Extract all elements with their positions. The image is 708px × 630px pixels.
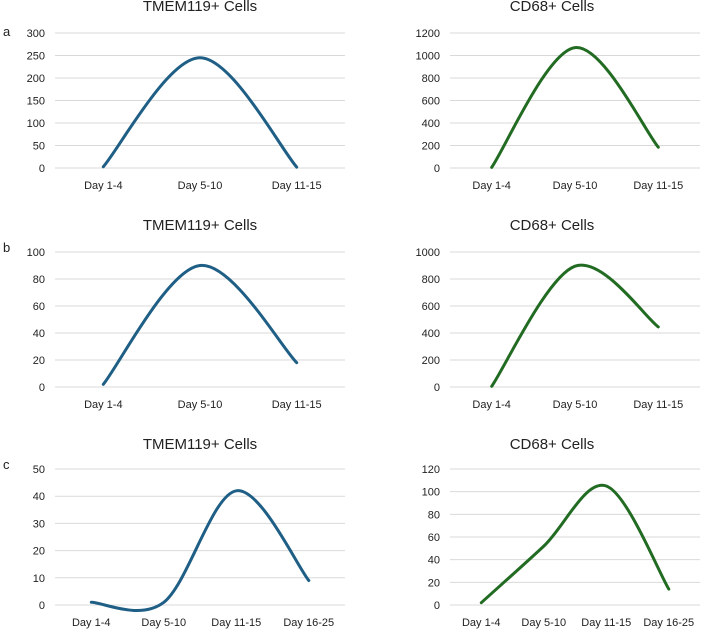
x-tick-label: Day 11-15: [633, 399, 683, 411]
panel-label-a: a: [3, 24, 11, 39]
y-tick-label: 800: [422, 274, 440, 286]
chart-b-cd68: CD68+ Cells 0 200 400 600 800 1000 Day 1-4 Day 5…: [416, 217, 700, 411]
y-tick-label: 0: [434, 382, 440, 394]
y-tick-label: 100: [27, 118, 45, 130]
chart-c-cd68: CD68+ Cells 0 20 40 60 80 100 120 Day 1-4 Day 5-1…: [422, 436, 700, 629]
x-tick-label: Day 11-15: [211, 617, 261, 629]
x-tick-label: Day 5-10: [553, 399, 598, 411]
y-tick-label: 400: [422, 118, 440, 130]
y-tick-label: 20: [33, 355, 45, 367]
y-tick-label: 100: [422, 487, 440, 499]
chart-a-cd68: CD68+ Cells 0 200 400 600 800 1000 1200 Day 1-4 D…: [416, 0, 700, 192]
y-tick-label: 300: [27, 28, 45, 40]
chart-a-tmem119: TMEM119+ Cells 0 50 100 150 200 250 300 Day 1-4 D…: [27, 0, 345, 192]
chart-title: TMEM119+ Cells: [143, 436, 257, 453]
y-tick-label: 40: [428, 555, 440, 567]
y-tick-label: 0: [434, 600, 440, 612]
y-tick-label: 250: [27, 51, 45, 63]
y-tick-label: 30: [33, 518, 45, 530]
y-tick-label: 1000: [416, 51, 440, 63]
series-line: [490, 263, 660, 388]
y-tick-label: 80: [33, 274, 45, 286]
x-tick-label: Day 11-15: [633, 180, 683, 192]
y-tick-label: 20: [428, 577, 440, 589]
panel-label-c: c: [3, 457, 10, 472]
x-tick-label: Day 5-10: [178, 399, 223, 411]
y-tick-label: 200: [422, 141, 440, 153]
y-tick-label: 600: [422, 301, 440, 313]
x-tick-label: Day 1-4: [72, 617, 111, 629]
y-tick-label: 800: [422, 73, 440, 85]
y-tick-label: 120: [422, 464, 440, 476]
y-tick-label: 50: [33, 464, 45, 476]
y-tick-label: 100: [27, 247, 45, 259]
x-tick-label: Day 1-4: [472, 180, 511, 192]
y-tick-label: 0: [434, 163, 440, 175]
x-tick-label: Day 1-4: [84, 399, 123, 411]
y-tick-label: 150: [27, 96, 45, 108]
y-tick-label: 1200: [416, 28, 440, 40]
x-tick-label: Day 11-15: [272, 399, 322, 411]
series-line: [101, 263, 299, 386]
x-tick-label: Day 1-4: [472, 399, 511, 411]
y-tick-label: 20: [33, 546, 45, 558]
panel-label-b: b: [3, 240, 10, 255]
y-tick-label: 80: [428, 509, 440, 521]
x-tick-label: Day 11-15: [581, 617, 631, 629]
y-tick-label: 600: [422, 96, 440, 108]
x-tick-label: Day 16-25: [643, 617, 694, 629]
y-tick-label: 200: [27, 73, 45, 85]
chart-title: CD68+ Cells: [510, 436, 595, 453]
chart-title: CD68+ Cells: [510, 0, 595, 15]
x-tick-label: Day 11-15: [272, 180, 322, 192]
chart-title: TMEM119+ Cells: [143, 217, 257, 234]
chart-c-tmem119: TMEM119+ Cells 0 10 20 30 40 50 Day 1-4 Day 5-10…: [33, 436, 345, 629]
chart-title: CD68+ Cells: [510, 217, 595, 234]
y-tick-label: 0: [39, 382, 45, 394]
series-line: [490, 46, 660, 169]
x-tick-label: Day 1-4: [84, 180, 123, 192]
y-tick-label: 60: [33, 301, 45, 313]
chart-b-tmem119: TMEM119+ Cells 0 20 40 60 80 100 Day 1-4 Day 5-1…: [27, 217, 345, 411]
y-tick-label: 60: [428, 532, 440, 544]
y-tick-label: 40: [33, 491, 45, 503]
x-tick-label: Day 5-10: [141, 617, 186, 629]
y-tick-label: 50: [33, 141, 45, 153]
y-tick-label: 1000: [416, 247, 440, 259]
x-tick-label: Day 16-25: [283, 617, 334, 629]
series-line: [89, 489, 311, 612]
x-tick-label: Day 5-10: [553, 180, 598, 192]
x-tick-label: Day 5-10: [521, 617, 566, 629]
y-tick-label: 10: [33, 573, 45, 585]
series-line: [101, 56, 299, 169]
y-tick-label: 0: [39, 163, 45, 175]
y-tick-label: 400: [422, 328, 440, 340]
y-tick-label: 40: [33, 328, 45, 340]
y-tick-label: 0: [39, 600, 45, 612]
series-line: [479, 483, 671, 605]
x-tick-label: Day 1-4: [462, 617, 501, 629]
chart-title: TMEM119+ Cells: [143, 0, 257, 15]
y-tick-label: 200: [422, 355, 440, 367]
x-tick-label: Day 5-10: [178, 180, 223, 192]
